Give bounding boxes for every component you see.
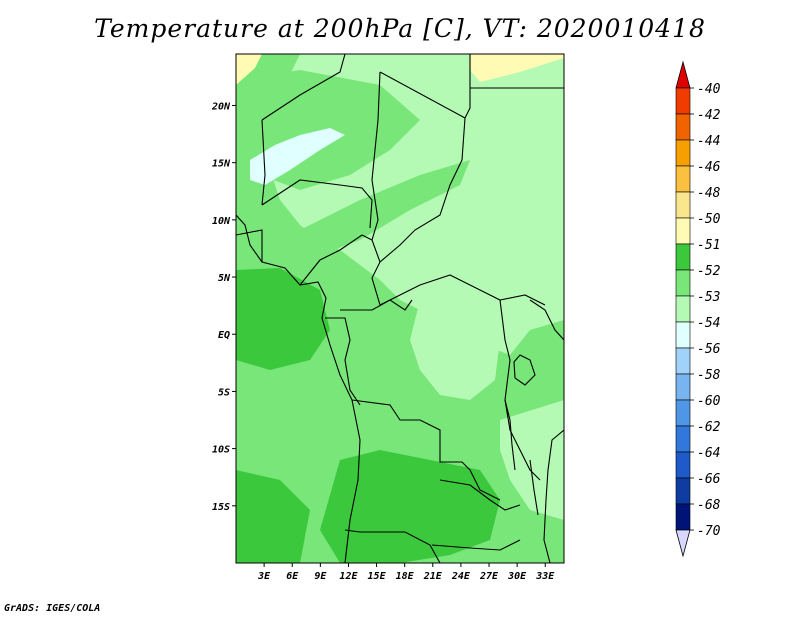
- border-small-west: [236, 229, 263, 262]
- legend-swatch: [675, 295, 691, 323]
- y-tick-label: 15N: [212, 159, 231, 170]
- x-tick-label: 24E: [451, 571, 471, 582]
- legend-label: -42: [697, 108, 721, 123]
- legend-label: -62: [697, 420, 721, 435]
- border-namibia: [431, 539, 521, 551]
- legend-label: -70: [697, 524, 721, 539]
- x-tick-label: 30E: [507, 571, 527, 582]
- border-chad-sudan: [371, 71, 381, 306]
- y-tick-label: 5N: [218, 273, 231, 284]
- legend-label: -51: [697, 238, 720, 253]
- legend-swatch: [675, 165, 691, 193]
- plot-frame: [235, 53, 565, 564]
- field-dark-south: [320, 450, 500, 563]
- legend-label: -44: [697, 134, 720, 149]
- field-light-central: [410, 300, 500, 400]
- legend-swatch: [675, 347, 691, 375]
- legend-label: -50: [697, 212, 721, 227]
- map-field: [236, 54, 564, 563]
- legend-bottom-triangle: [675, 529, 691, 558]
- legend-label: -52: [697, 264, 721, 279]
- field-light-south-east: [500, 400, 564, 520]
- legend-swatch: [675, 503, 691, 531]
- legend-top-triangle: [675, 60, 691, 89]
- legend-label: -56: [697, 342, 721, 357]
- border-sahara: [261, 54, 346, 121]
- border-zambia: [439, 479, 521, 511]
- y-tick-label: 5S: [218, 387, 230, 398]
- border-drc-west: [351, 399, 501, 501]
- y-tick-label: 10N: [212, 216, 231, 227]
- legend-label: -58: [697, 368, 721, 383]
- border-niger-nigeria: [261, 179, 373, 229]
- field-warm-nw: [236, 54, 262, 85]
- border-drc-east: [499, 299, 541, 481]
- legend-label: -48: [697, 186, 721, 201]
- east-coast: [543, 429, 564, 563]
- y-tick-label: EQ: [218, 330, 230, 341]
- coastlines-borders: [236, 54, 564, 563]
- west-coast: [236, 214, 361, 563]
- y-tick-label: 10S: [212, 445, 230, 456]
- x-tick-label: 15E: [368, 571, 387, 582]
- legend-swatch: [675, 477, 691, 505]
- legend-swatch: [675, 87, 691, 115]
- legend-swatch: [675, 191, 691, 219]
- legend-swatch: [675, 399, 691, 427]
- lake-victoria: [513, 354, 536, 386]
- legend-label: -68: [697, 498, 721, 513]
- x-tick-label: 33E: [535, 571, 555, 582]
- border-sudan-east: [379, 117, 466, 263]
- legend-label: -40: [697, 82, 721, 97]
- x-tick-label: 3E: [257, 571, 271, 582]
- grads-credit: GrADS: IGES/COLA: [4, 603, 101, 614]
- legend-label: -46: [697, 160, 721, 175]
- legend-label: -54: [697, 316, 720, 331]
- x-tick-label: 18E: [396, 571, 415, 582]
- y-axis-ticks: 20N 15N 10N 5N EQ 5S 10S 15S: [211, 101, 236, 513]
- lake-tanganyika: [504, 399, 516, 471]
- lake-malawi: [529, 459, 539, 516]
- field-dark-west: [236, 268, 330, 370]
- legend-swatch: [675, 243, 691, 271]
- border-south-sudan: [379, 274, 546, 306]
- chart-title: Temperature at 200hPa [C], VT: 202001041…: [94, 14, 706, 43]
- legend-label: -66: [697, 472, 721, 487]
- x-tick-label: 27E: [479, 571, 499, 582]
- legend-swatch: [675, 373, 691, 401]
- x-tick-label: 9E: [314, 571, 327, 582]
- legend-swatch: [675, 113, 691, 141]
- field-pale-patch: [250, 128, 345, 185]
- y-tick-label: 15S: [212, 502, 230, 513]
- border-west-africa: [261, 119, 266, 206]
- field-streak-mid: [300, 160, 470, 255]
- field-dark-sw: [236, 470, 310, 563]
- legend-swatch: [675, 451, 691, 479]
- border-angola-south: [344, 529, 441, 563]
- color-legend: -40 -42 -44 -46 -48 -50 -51 -52 -53 -54 -56 -58 -60 -…: [675, 60, 721, 558]
- legend-label: -64: [697, 446, 720, 461]
- border-libya: [379, 54, 471, 119]
- y-tick-label: 20N: [211, 101, 231, 112]
- border-nigeria-cameroon: [299, 234, 373, 286]
- legend-label: -60: [697, 394, 721, 409]
- x-tick-label: 21E: [423, 571, 443, 582]
- x-tick-label: 12E: [339, 571, 358, 582]
- field-warm-ne: [470, 54, 564, 82]
- border-east: [529, 299, 564, 341]
- legend-swatch: [675, 139, 691, 167]
- legend-label: -53: [697, 290, 720, 305]
- x-tick-label: 6E: [286, 571, 299, 582]
- legend-swatch: [675, 321, 691, 349]
- legend-swatch: [675, 425, 691, 453]
- border-car: [340, 299, 413, 311]
- legend-swatch: [675, 269, 691, 297]
- x-axis-ticks: 3E 6E 9E 12E 15E 18E 21E 24E 27E 30E 33E: [257, 563, 555, 582]
- legend-swatch: [675, 217, 691, 245]
- border-congo: [325, 317, 361, 406]
